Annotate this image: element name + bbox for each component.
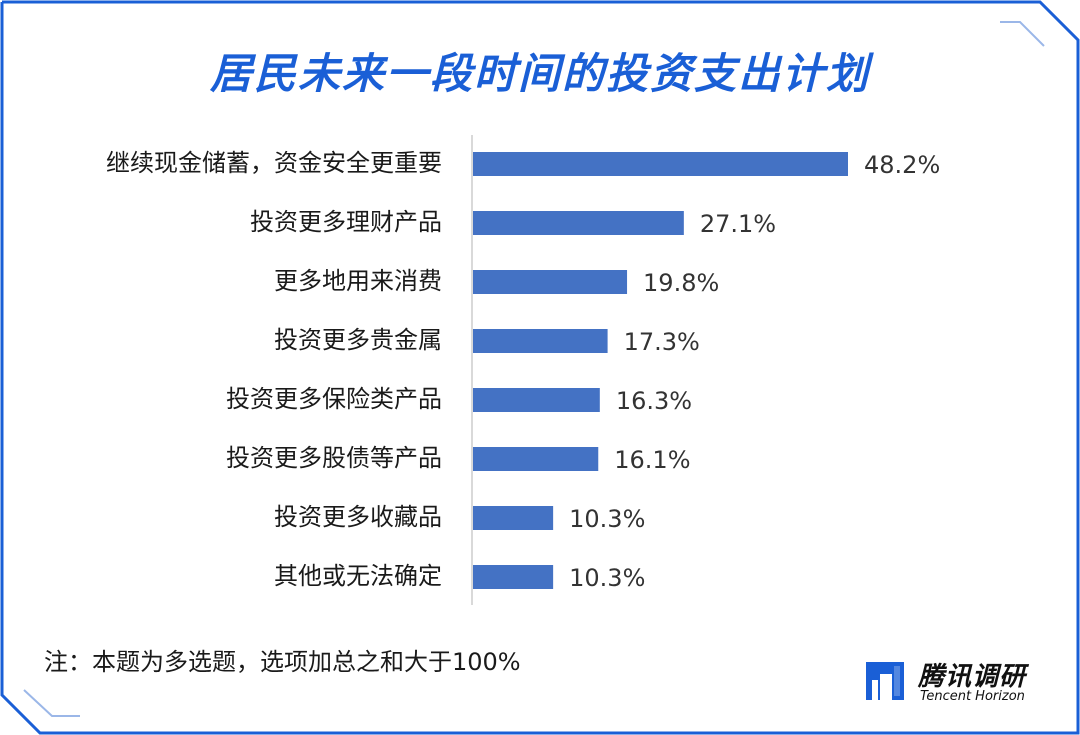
value-label: 27.1% — [700, 210, 776, 238]
category-label: 其他或无法确定 — [274, 562, 442, 590]
value-label: 10.3% — [569, 564, 645, 592]
value-label: 10.3% — [569, 505, 645, 533]
brand-name-cn: 腾讯调研 — [918, 662, 1027, 692]
value-label: 16.3% — [616, 387, 692, 415]
category-label: 投资更多保险类产品 — [226, 385, 442, 413]
brand-name-en: Tencent Horizon — [920, 689, 1025, 704]
category-label: 投资更多股债等产品 — [226, 444, 442, 472]
bar — [473, 388, 600, 412]
bar — [473, 152, 848, 176]
category-label: 投资更多理财产品 — [250, 208, 442, 236]
value-label: 17.3% — [624, 328, 700, 356]
bar — [473, 270, 628, 294]
value-label: 16.1% — [614, 446, 690, 474]
tencent-horizon-icon — [866, 662, 904, 700]
category-label: 投资更多贵金属 — [274, 326, 442, 354]
bar — [473, 565, 554, 589]
category-label: 更多地用来消费 — [274, 267, 442, 295]
category-label: 继续现金储蓄，资金安全更重要 — [106, 149, 442, 177]
chart-title: 居民未来一段时间的投资支出计划 — [209, 49, 870, 98]
value-label: 48.2% — [864, 151, 940, 179]
bar — [473, 506, 554, 530]
bar-chart: 继续现金储蓄，资金安全更重要 48.2% 投资更多理财产品 27.1% 更多地用来消费 1… — [106, 135, 940, 605]
bar — [473, 329, 608, 353]
bar — [473, 447, 599, 471]
brand-logo: 腾讯调研 Tencent Horizon — [862, 656, 1052, 708]
footnote: 注：本题为多选题，选项加总之和大于100% — [44, 648, 521, 676]
bar — [473, 211, 684, 235]
category-label: 投资更多收藏品 — [274, 503, 442, 531]
value-label: 19.8% — [643, 269, 719, 297]
